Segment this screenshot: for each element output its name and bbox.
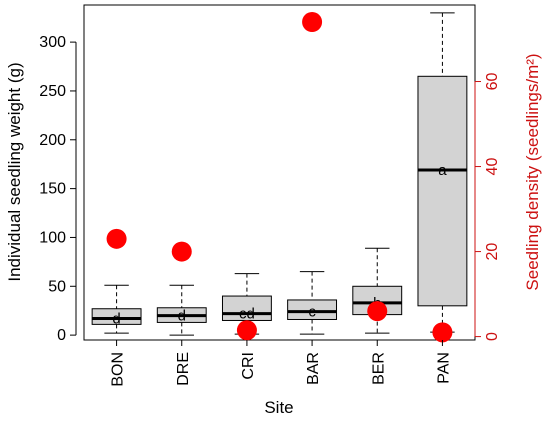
density-point-bar	[302, 12, 323, 33]
x-tick-label: BAR	[305, 352, 322, 385]
right-tick-label: 40	[484, 158, 501, 176]
left-tick-label: 0	[57, 327, 66, 344]
right-y-axis: 0 20 40 60	[474, 73, 501, 341]
density-point-dre	[171, 241, 192, 262]
density-point-ber	[367, 301, 388, 322]
right-tick-label: 20	[484, 243, 501, 261]
box-pan: a	[417, 12, 468, 333]
group-letter-label: cd	[239, 306, 255, 323]
x-tick-label: BER	[370, 352, 387, 385]
group-letter-label: a	[438, 162, 447, 179]
right-tick-label: 60	[484, 73, 501, 91]
group-letter-label: d	[178, 308, 186, 325]
left-tick-label: 200	[39, 132, 66, 149]
right-tick-label: 0	[484, 332, 501, 341]
right-y-axis-title: Seedling density (seedlings/m²)	[523, 53, 542, 290]
density-point-cri	[236, 320, 257, 341]
left-tick-label: 250	[39, 83, 66, 100]
box-body	[221, 295, 272, 321]
group-letter-label: d	[112, 311, 120, 328]
density-point-bon	[106, 228, 127, 249]
left-y-axis: 0 50 100 150 200 250 300	[39, 34, 77, 344]
x-axis-title: Site	[264, 398, 293, 417]
x-tick-label: BON	[110, 352, 127, 387]
box-body	[417, 75, 468, 307]
box-bar: c	[287, 271, 338, 335]
left-tick-label: 50	[48, 278, 66, 295]
box-dre: d	[156, 284, 207, 336]
x-axis: BON DRE CRI BAR BER PAN	[110, 340, 452, 387]
plot-area: ddcdcba	[83, 4, 476, 343]
x-tick-label: PAN	[435, 352, 452, 384]
x-tick-label: CRI	[240, 352, 257, 380]
box-body	[287, 299, 338, 320]
left-y-axis-title: Individual seedling weight (g)	[5, 62, 24, 281]
left-tick-label: 150	[39, 181, 66, 198]
x-tick-label: DRE	[175, 352, 192, 386]
left-tick-label: 300	[39, 34, 66, 51]
density-point-pan	[432, 322, 453, 343]
group-letter-label: c	[308, 304, 316, 321]
plot-frame	[83, 4, 476, 341]
box-cri: cd	[221, 273, 272, 335]
box-bon: d	[91, 284, 142, 334]
left-tick-label: 100	[39, 229, 66, 246]
box-body	[91, 308, 142, 325]
